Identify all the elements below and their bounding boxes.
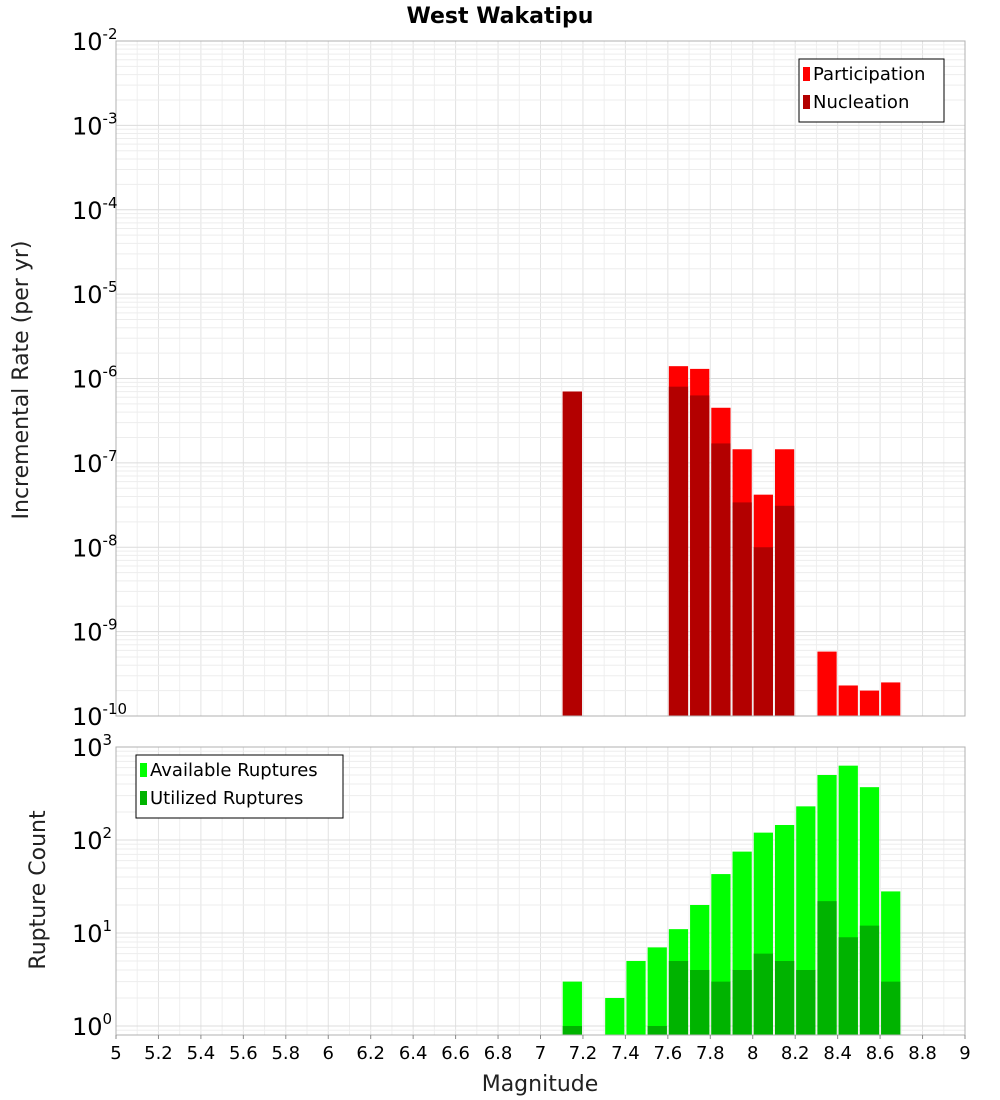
bar-nucleation bbox=[668, 386, 689, 716]
x-tick-label: 7.4 bbox=[611, 1043, 640, 1064]
y-tick-label: 10-3 bbox=[72, 109, 118, 140]
bar-utilized-ruptures bbox=[690, 969, 710, 1035]
y-tick-exponent: 1 bbox=[103, 917, 113, 935]
legend-label: Participation bbox=[813, 64, 925, 85]
legend-label: Utilized Ruptures bbox=[150, 788, 303, 809]
x-tick-label: 7.8 bbox=[696, 1043, 725, 1064]
y-tick-exponent: -4 bbox=[103, 194, 118, 212]
y-tick-label: 10-8 bbox=[72, 531, 118, 562]
y-tick-exponent: -7 bbox=[103, 447, 118, 465]
plot-border bbox=[115, 40, 966, 717]
bar-utilized-ruptures bbox=[711, 981, 731, 1035]
bar-utilized-ruptures bbox=[838, 937, 858, 1035]
bar-participation bbox=[838, 685, 858, 716]
x-tick-label: 8 bbox=[747, 1043, 758, 1064]
legend-swatch bbox=[803, 67, 810, 81]
legend-box bbox=[135, 754, 344, 819]
x-tick-label: 7 bbox=[535, 1043, 546, 1064]
x-tick-label: 8.2 bbox=[781, 1043, 810, 1064]
bar-utilized-ruptures bbox=[796, 969, 816, 1035]
y-tick-exponent: -2 bbox=[103, 25, 118, 43]
y-tick-label: 10-7 bbox=[72, 447, 118, 478]
x-tick-label: 5.6 bbox=[229, 1043, 258, 1064]
bar-utilized-ruptures bbox=[817, 901, 837, 1035]
x-tick-label: 5.8 bbox=[271, 1043, 300, 1064]
legend: Available Ruptures Utilized Ruptures bbox=[135, 754, 344, 819]
y-tick-label: 10-9 bbox=[72, 616, 118, 647]
panel-0: 10-2 10-3 10-4 10-5 10-6 10-7 10-8 10-9 10-10 Par… bbox=[72, 25, 966, 731]
bar-utilized-ruptures bbox=[881, 981, 901, 1035]
x-tick-label: 6.6 bbox=[441, 1043, 470, 1064]
bar-participation bbox=[859, 690, 880, 716]
legend-box bbox=[798, 58, 945, 123]
top-y-axis-label: Incremental Rate (per yr) bbox=[9, 241, 34, 520]
bar-utilized-ruptures bbox=[859, 925, 880, 1035]
bar-utilized-ruptures bbox=[562, 1025, 582, 1035]
bar-nucleation bbox=[753, 547, 773, 716]
legend-swatch bbox=[140, 763, 147, 777]
y-tick-exponent: -10 bbox=[103, 700, 128, 718]
y-tick-label: 102 bbox=[72, 824, 112, 855]
bar-nucleation bbox=[562, 391, 582, 716]
x-tick-label: 7.2 bbox=[569, 1043, 598, 1064]
x-tick-label: 6.8 bbox=[484, 1043, 513, 1064]
bar-available-ruptures bbox=[605, 997, 625, 1035]
y-tick-label: 10-2 bbox=[72, 25, 118, 56]
x-tick-label: 6 bbox=[323, 1043, 334, 1064]
x-tick-label: 6.4 bbox=[399, 1043, 428, 1064]
bar-participation bbox=[881, 682, 901, 716]
bottom-y-axis-label: Rupture Count bbox=[26, 810, 51, 970]
x-tick-label: 5.2 bbox=[144, 1043, 173, 1064]
y-tick-exponent: -3 bbox=[103, 109, 118, 127]
y-tick-exponent: 3 bbox=[103, 731, 113, 749]
x-tick-label: 8.4 bbox=[823, 1043, 852, 1064]
bar-available-ruptures bbox=[562, 981, 582, 1035]
x-tick-label: 7.6 bbox=[654, 1043, 683, 1064]
y-tick-label: 103 bbox=[72, 731, 112, 762]
bar-available-ruptures bbox=[626, 960, 646, 1035]
x-tick-label: 5.4 bbox=[187, 1043, 216, 1064]
y-tick-label: 10-5 bbox=[72, 278, 118, 309]
bar-nucleation bbox=[711, 443, 731, 716]
bar-utilized-ruptures bbox=[732, 969, 752, 1035]
x-tick-label: 5 bbox=[110, 1043, 121, 1064]
legend-label: Nucleation bbox=[813, 92, 909, 113]
x-axis-label: Magnitude bbox=[482, 1072, 599, 1097]
bar-available-ruptures bbox=[647, 947, 667, 1035]
y-tick-exponent: -8 bbox=[103, 531, 118, 549]
y-tick-label: 10-6 bbox=[72, 363, 118, 394]
bar-utilized-ruptures bbox=[753, 953, 773, 1035]
y-tick-exponent: -6 bbox=[103, 363, 118, 381]
chart-title: West Wakatipu bbox=[407, 4, 594, 29]
bar-utilized-ruptures bbox=[668, 960, 689, 1035]
bar-utilized-ruptures bbox=[647, 1025, 667, 1035]
x-tick-label: 8.8 bbox=[908, 1043, 937, 1064]
y-tick-label: 101 bbox=[72, 917, 112, 948]
y-tick-label: 10-10 bbox=[72, 700, 127, 731]
bar-nucleation bbox=[774, 505, 795, 716]
legend: Participation Nucleation bbox=[798, 58, 945, 123]
y-tick-exponent: -5 bbox=[103, 278, 118, 296]
legend-label: Available Ruptures bbox=[150, 760, 318, 781]
legend-swatch bbox=[803, 95, 810, 109]
y-tick-exponent: 2 bbox=[103, 824, 113, 842]
y-tick-label: 100 bbox=[72, 1010, 112, 1041]
x-tick-label: 9 bbox=[959, 1043, 970, 1064]
bar-nucleation bbox=[732, 502, 752, 716]
y-tick-exponent: 0 bbox=[103, 1010, 113, 1028]
bar-participation bbox=[817, 651, 837, 716]
y-tick-exponent: -9 bbox=[103, 616, 118, 634]
bar-utilized-ruptures bbox=[774, 960, 795, 1035]
x-tick-label: 8.6 bbox=[866, 1043, 895, 1064]
bar-nucleation bbox=[690, 395, 710, 716]
legend-swatch bbox=[140, 791, 147, 805]
y-tick-label: 10-4 bbox=[72, 194, 118, 225]
x-tick-label: 6.2 bbox=[356, 1043, 385, 1064]
